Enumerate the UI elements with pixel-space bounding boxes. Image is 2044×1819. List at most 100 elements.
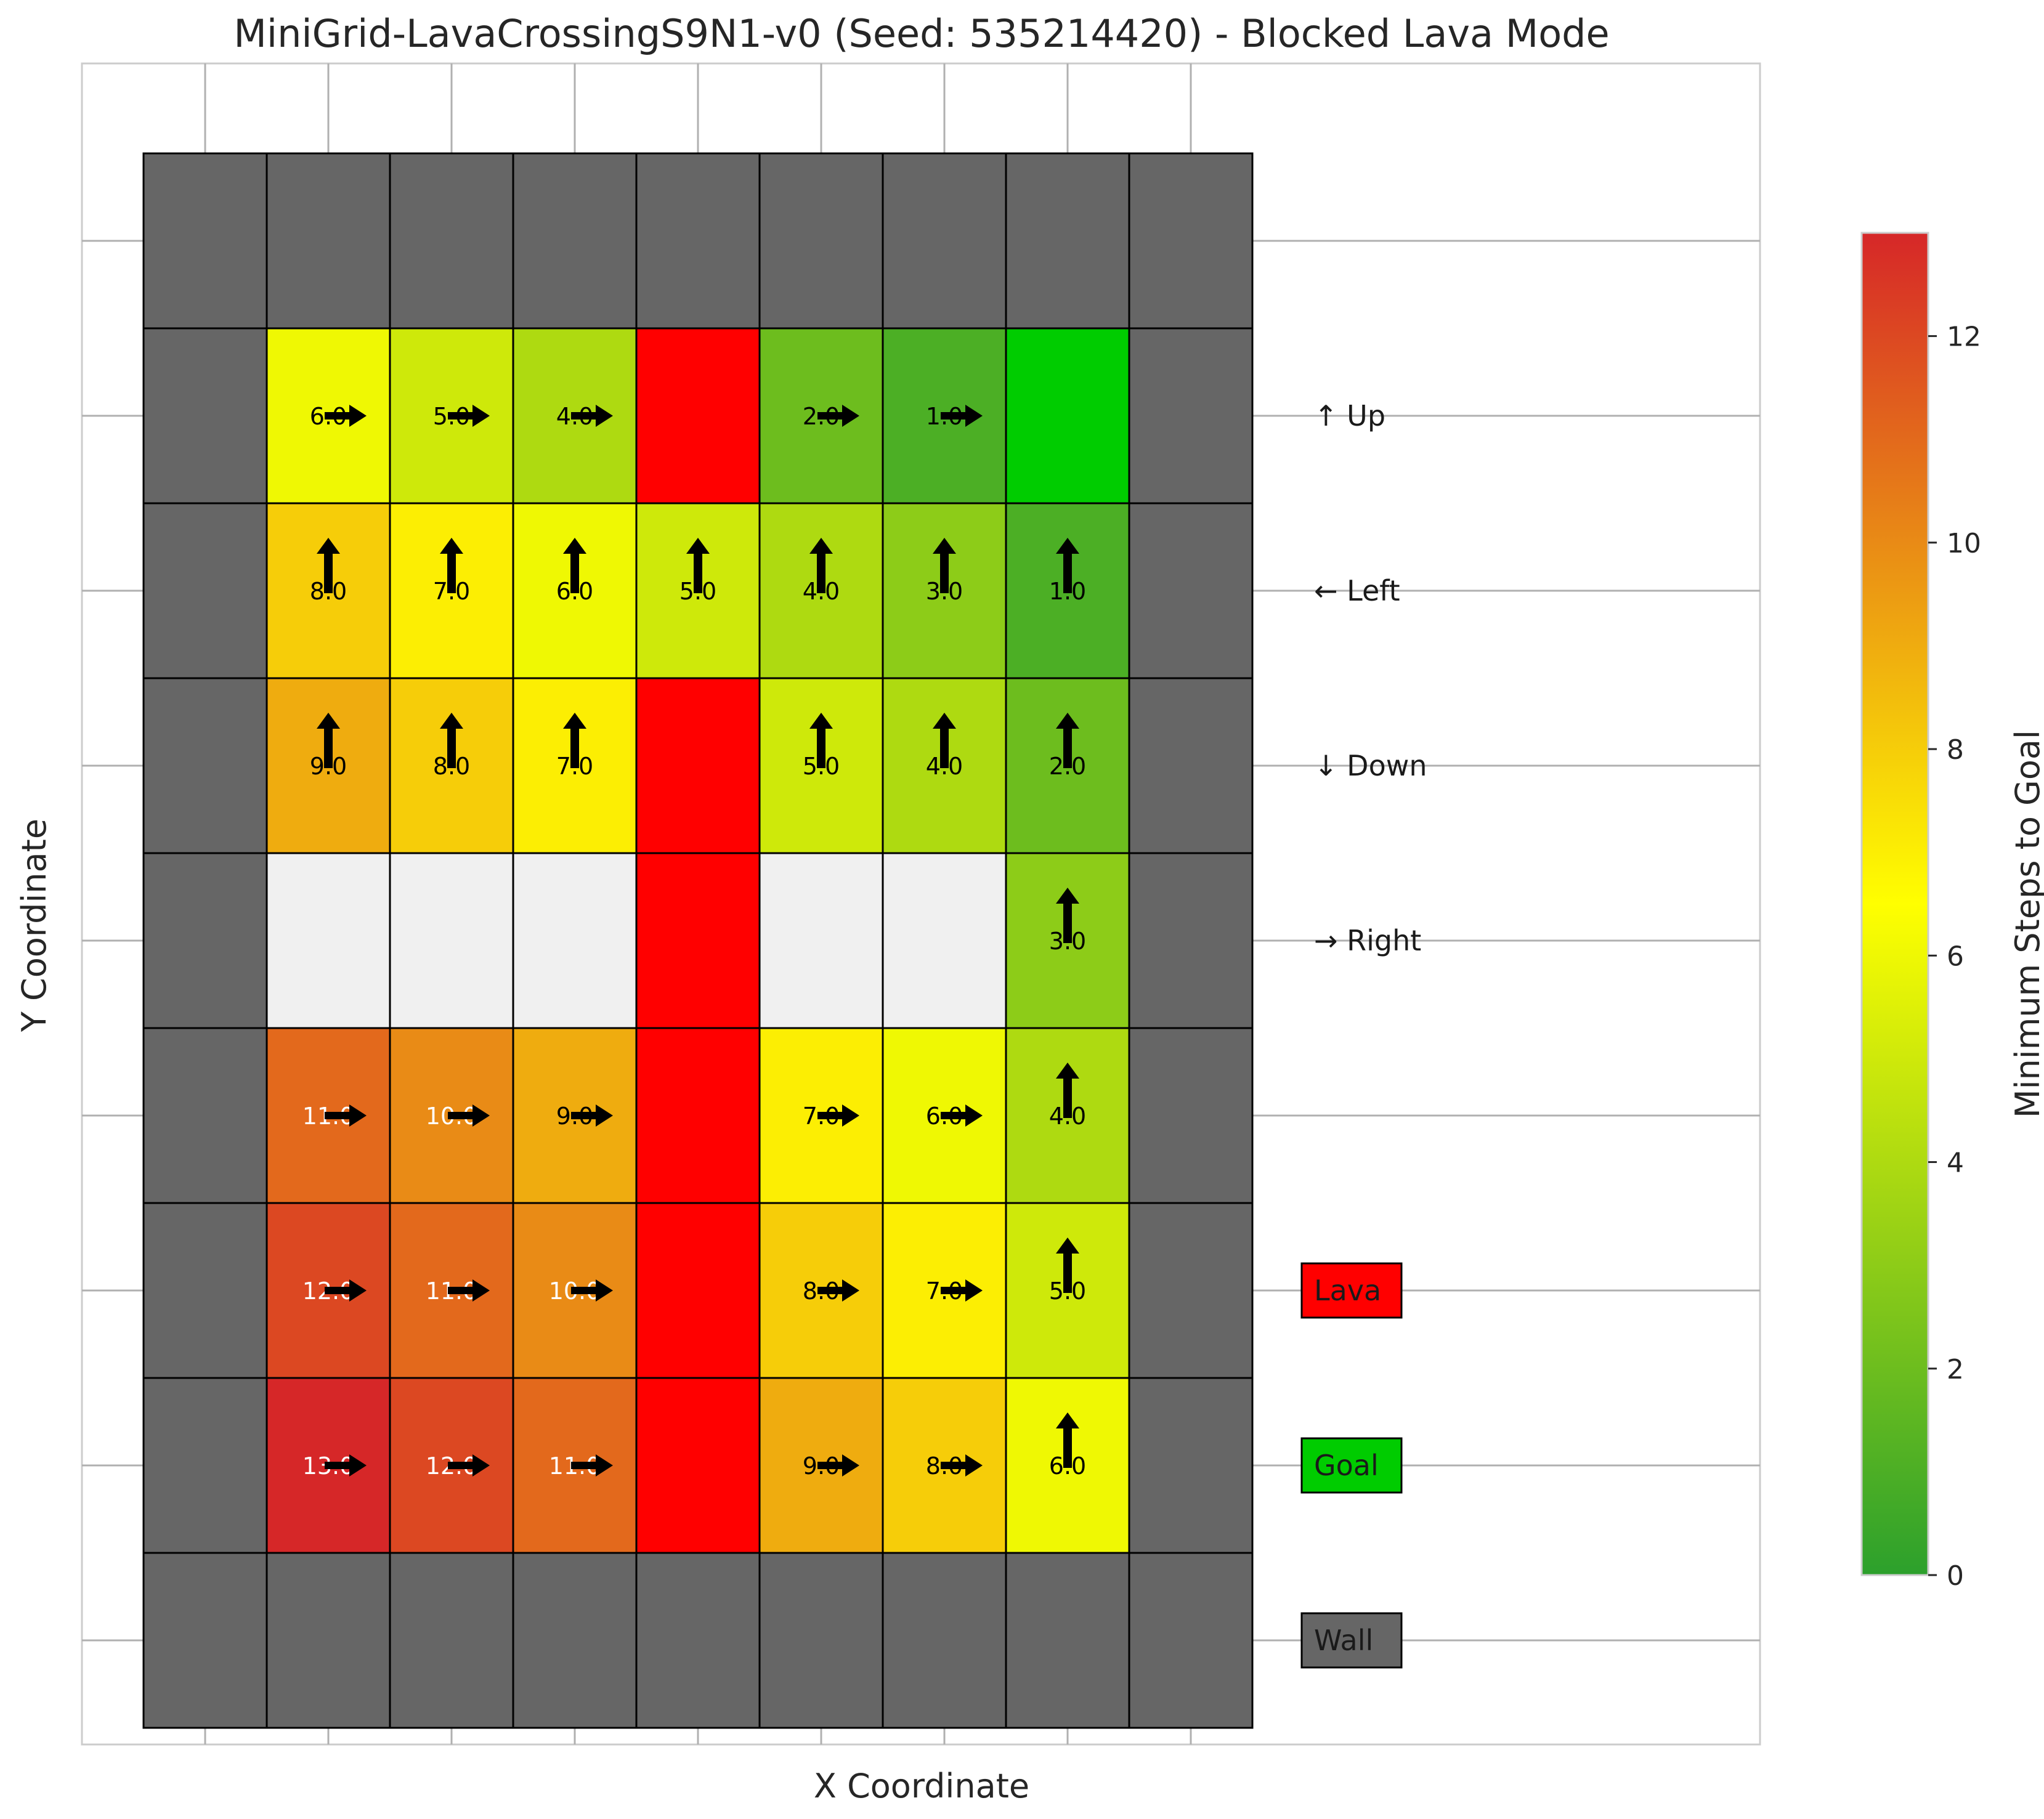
wall-cell xyxy=(635,1552,761,1729)
arrow-right-icon xyxy=(325,1104,367,1127)
arrow-up-icon xyxy=(317,713,340,768)
value-cell xyxy=(758,327,884,504)
grid-cells: 6.05.04.02.01.08.07.06.05.04.03.01.09.08… xyxy=(142,152,1254,1729)
wall-cell xyxy=(1128,1202,1254,1379)
lava-cell xyxy=(635,1202,761,1379)
colorbar-tick-label: 4 xyxy=(1947,1148,1964,1179)
legend-item: Goal xyxy=(1314,1449,1379,1482)
legend-item: ↑ Up xyxy=(1314,399,1385,432)
wall-cell xyxy=(1128,1027,1254,1204)
arrow-right-icon xyxy=(448,405,490,427)
arrow-up-icon xyxy=(1056,538,1079,593)
arrow-right-icon xyxy=(817,405,859,427)
colorbar-tick-label: 8 xyxy=(1947,734,1964,766)
wall-cell xyxy=(389,1552,514,1729)
arrow-right-icon xyxy=(941,405,983,427)
wall-cell xyxy=(142,852,268,1029)
goal-cell xyxy=(1005,327,1130,504)
colorbar-gradient xyxy=(1860,232,1929,1576)
colorbar-tick-label: 12 xyxy=(1947,322,1981,353)
legend-item: ↓ Down xyxy=(1314,749,1427,782)
arrow-up-icon xyxy=(809,713,833,768)
lava-cell xyxy=(635,1377,761,1554)
colorbar-tick-label: 6 xyxy=(1947,941,1964,972)
arrow-up-icon xyxy=(1056,888,1079,943)
arrow-up-icon xyxy=(809,538,833,593)
legend-swatch xyxy=(1300,1262,1403,1319)
wall-cell xyxy=(758,152,884,330)
empty-cell xyxy=(389,852,514,1029)
arrow-up-icon xyxy=(933,538,956,593)
arrow-up-icon xyxy=(563,538,586,593)
arrow-right-icon xyxy=(817,1279,859,1302)
colorbar-tick-label: 2 xyxy=(1947,1354,1964,1385)
arrow-right-icon xyxy=(941,1279,983,1302)
wall-cell xyxy=(266,1552,391,1729)
wall-cell xyxy=(389,152,514,330)
wall-cell xyxy=(1128,152,1254,330)
arrow-right-icon xyxy=(448,1279,490,1302)
arrow-right-icon xyxy=(448,1454,490,1477)
wall-cell xyxy=(1128,1552,1254,1729)
wall-cell xyxy=(142,502,268,679)
arrow-up-icon xyxy=(317,538,340,593)
wall-cell xyxy=(1128,1377,1254,1554)
arrow-right-icon xyxy=(817,1454,859,1477)
arrow-right-icon xyxy=(817,1104,859,1127)
arrow-up-icon xyxy=(933,713,956,768)
wall-cell xyxy=(142,1202,268,1379)
colorbar: 0 2 4 6 8 10 12 xyxy=(1860,232,1981,1592)
wall-cell xyxy=(758,1552,884,1729)
wall-cell xyxy=(142,152,268,330)
wall-cell xyxy=(882,152,1007,330)
wall-cell xyxy=(142,1552,268,1729)
arrow-up-icon xyxy=(1056,1412,1079,1468)
lava-cell xyxy=(635,852,761,1029)
legend-item: Wall xyxy=(1314,1624,1373,1657)
legend-swatch xyxy=(1300,1437,1403,1494)
arrow-up-icon xyxy=(440,713,463,768)
wall-cell xyxy=(882,1552,1007,1729)
arrow-right-icon xyxy=(325,1279,367,1302)
arrow-right-icon xyxy=(571,1454,613,1477)
wall-cell xyxy=(266,152,391,330)
chart-title: MiniGrid-LavaCrossingS9N1-v0 (Seed: 5352… xyxy=(233,11,1609,56)
wall-cell xyxy=(635,152,761,330)
arrow-up-icon xyxy=(1056,713,1079,768)
arrow-right-icon xyxy=(941,1104,983,1127)
wall-cell xyxy=(1128,852,1254,1029)
wall-cell xyxy=(512,1552,638,1729)
colorbar-label: Minimum Steps to Goal xyxy=(2008,730,2044,1118)
arrow-right-icon xyxy=(941,1454,983,1477)
legend: ↑ Up ← Left ↓ Down → Right Lava Goal Wall xyxy=(1300,399,1427,1669)
arrow-up-icon xyxy=(563,713,586,768)
wall-cell xyxy=(142,1027,268,1204)
arrow-up-icon xyxy=(440,538,463,593)
arrow-up-icon xyxy=(1056,1238,1079,1293)
arrow-right-icon xyxy=(325,405,367,427)
wall-cell xyxy=(142,677,268,854)
wall-cell xyxy=(512,152,638,330)
plot-area: 6.05.04.02.01.08.07.06.05.04.03.01.09.08… xyxy=(81,62,1761,1746)
wall-cell xyxy=(1005,152,1130,330)
legend-item: Lava xyxy=(1314,1274,1381,1307)
arrow-right-icon xyxy=(571,1279,613,1302)
legend-item: → Right xyxy=(1314,924,1421,957)
colorbar-tick-label: 10 xyxy=(1947,528,1981,559)
wall-cell xyxy=(1128,502,1254,679)
lava-cell xyxy=(635,677,761,854)
arrow-right-icon xyxy=(325,1454,367,1477)
y-axis-label: Y Coordinate xyxy=(15,819,54,1032)
colorbar-tick-label: 0 xyxy=(1947,1560,1964,1592)
legend-swatch xyxy=(1300,1612,1403,1669)
empty-cell xyxy=(758,852,884,1029)
legend-item: ← Left xyxy=(1314,574,1400,607)
lava-cell xyxy=(635,327,761,504)
lava-cell xyxy=(635,1027,761,1204)
empty-cell xyxy=(266,852,391,1029)
empty-cell xyxy=(882,852,1007,1029)
arrow-up-icon xyxy=(1056,1063,1079,1118)
wall-cell xyxy=(1005,1552,1130,1729)
arrow-right-icon xyxy=(571,405,613,427)
